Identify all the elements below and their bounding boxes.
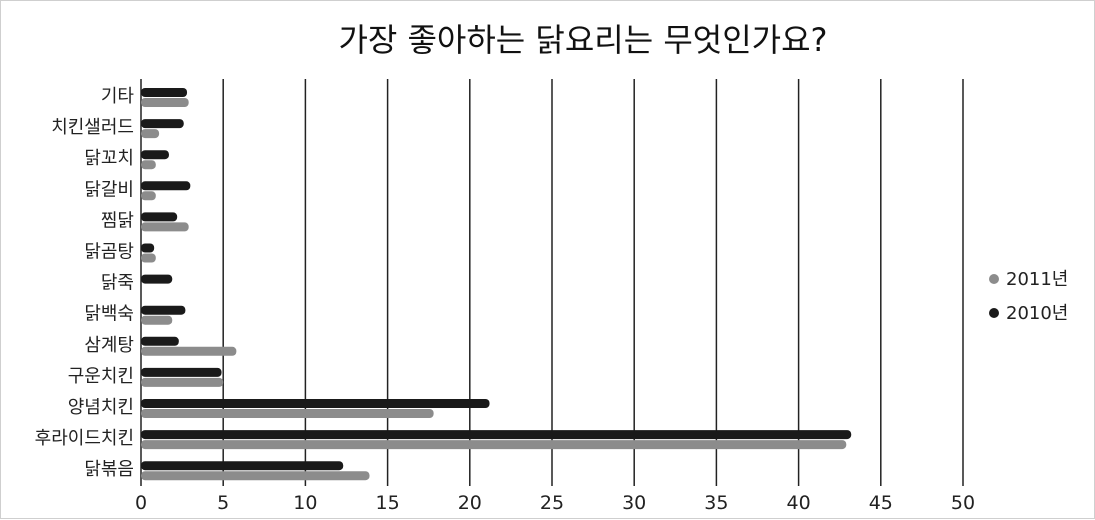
bar-2011 (141, 98, 189, 107)
bar-2011 (141, 222, 189, 232)
bar-2011 (141, 191, 156, 201)
bar-2011 (141, 346, 237, 356)
category-label: 후라이드치킨 (35, 428, 134, 449)
category-label: 닭볶음 (84, 459, 134, 480)
bar-2010 (141, 367, 222, 377)
bar-2010 (141, 274, 173, 284)
category-label: 기타 (101, 86, 135, 107)
bar-2011 (141, 440, 847, 450)
category-label: 닭백숙 (84, 304, 134, 325)
x-tick-labels: 0 5 10 15 20 25 30 35 40 45 50 (135, 492, 975, 514)
x-tick-label: 50 (951, 492, 975, 514)
x-tick-label: 30 (622, 492, 646, 514)
bar-2011 (141, 471, 370, 481)
legend-marker (989, 308, 999, 318)
bar-2011 (141, 253, 156, 263)
category-label: 닭곰탕 (84, 242, 134, 263)
x-tick-label: 10 (293, 492, 317, 514)
category-label: 치킨샐러드 (51, 117, 134, 138)
legend-label: 2011년 (1006, 269, 1068, 290)
category-label: 닭갈비 (84, 179, 134, 200)
bar-2010 (141, 150, 169, 160)
x-tick-label: 25 (540, 492, 564, 514)
legend-marker (989, 274, 999, 284)
x-tick-label: 0 (135, 492, 147, 514)
bar-2011 (141, 129, 160, 139)
bar-2011 (141, 409, 434, 418)
x-tick-label: 40 (787, 492, 811, 514)
bars (141, 88, 852, 481)
bar-2010 (141, 430, 852, 440)
bar-2010 (141, 88, 188, 97)
bar-2010 (141, 212, 178, 222)
legend: 2011년 2010년 (989, 269, 1068, 324)
chart-title: 가장 좋아하는 닭요리는 무엇인가요? (338, 21, 827, 59)
category-labels: 기타치킨샐러드닭꼬치닭갈비찜닭닭곰탕닭죽닭백숙삼계탕구운치킨양념치킨후라이드치킨… (35, 86, 135, 480)
bar-2010 (141, 399, 490, 408)
bar-2011 (141, 377, 224, 387)
category-label: 양념치킨 (68, 397, 134, 418)
category-label: 닭죽 (101, 273, 134, 294)
bar-2010 (141, 243, 155, 253)
bar-2010 (141, 119, 184, 129)
bar-2010 (141, 461, 344, 471)
category-label: 구운치킨 (68, 366, 134, 387)
bar-2011 (141, 160, 156, 170)
bar-2010 (141, 181, 191, 191)
bar-2010 (141, 336, 179, 346)
x-tick-label: 20 (458, 492, 482, 514)
grid-lines (140, 79, 964, 486)
legend-label: 2010년 (1006, 303, 1068, 324)
category-label: 찜닭 (101, 210, 134, 231)
x-tick-label: 45 (869, 492, 893, 514)
category-label: 삼계탕 (84, 335, 134, 356)
x-tick-label: 5 (217, 492, 229, 514)
category-label: 닭꼬치 (84, 148, 134, 169)
bar-2011 (141, 315, 173, 325)
x-tick-label: 15 (376, 492, 400, 514)
bar-2010 (141, 305, 186, 315)
x-tick-label: 35 (704, 492, 728, 514)
